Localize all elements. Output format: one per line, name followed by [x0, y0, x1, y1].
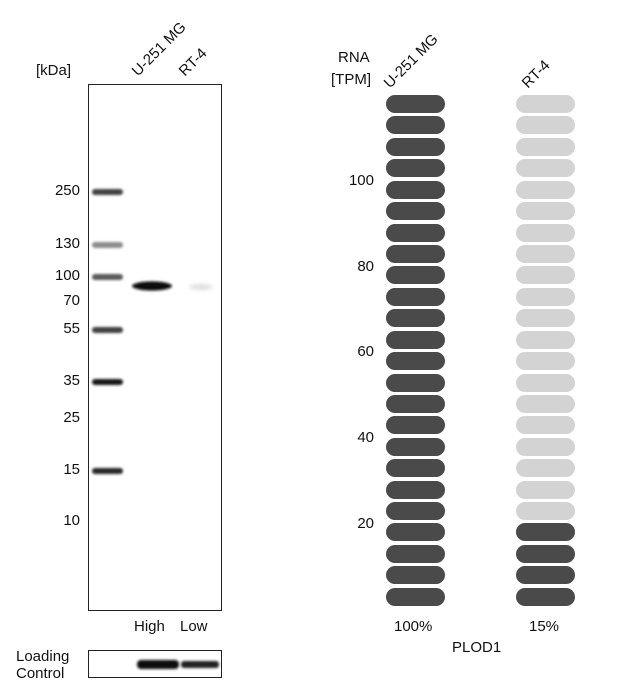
rna-segment-u251mg-11 [386, 373, 445, 392]
rna-segment-rt4-4 [516, 523, 575, 542]
rna-segment-rt4-8 [516, 437, 575, 456]
marker-label-15: 15 [63, 461, 80, 478]
rna-segment-rt4-14 [516, 309, 575, 328]
sample-band-u251mg [132, 281, 172, 291]
loading-control-panel [88, 650, 222, 678]
rna-segment-u251mg-7 [386, 459, 445, 478]
gene-name: PLOD1 [452, 639, 502, 656]
value-label-rt4: 15% [529, 618, 560, 635]
rna-axis-title-line1: RNA [338, 49, 370, 66]
rna-axis-title-line2: [TPM] [331, 71, 371, 88]
rna-segment-u251mg-9 [386, 416, 445, 435]
marker-label-70: 70 [63, 292, 80, 309]
rna-segment-rt4-11 [516, 373, 575, 392]
rna-segment-u251mg-2 [386, 566, 445, 585]
ladder-band-250 [92, 189, 123, 195]
rna-segment-rt4-7 [516, 459, 575, 478]
loading-band-rt4 [181, 661, 219, 668]
marker-label-35: 35 [63, 372, 80, 389]
rna-segment-rt4-2 [516, 566, 575, 585]
rna-segment-u251mg-8 [386, 437, 445, 456]
loading-control-label-line1: Loading [16, 648, 70, 665]
blot-image [92, 189, 213, 474]
marker-label-100: 100 [54, 267, 80, 284]
rna-segment-rt4-10 [516, 394, 575, 413]
rna-tick-80: 80 [357, 258, 374, 275]
lane-level-low: Low [180, 618, 208, 635]
rna-segment-rt4-19 [516, 202, 575, 221]
rna-column-header-rt4: RT-4 [518, 56, 554, 92]
rna-segment-rt4-21 [516, 159, 575, 178]
rna-segment-u251mg-12 [386, 352, 445, 370]
rna-tick-20: 20 [357, 515, 374, 532]
value-label-u251mg: 100% [394, 618, 433, 635]
rna-segment-u251mg-13 [386, 330, 445, 349]
rna-tick-60: 60 [357, 343, 374, 360]
rna-segment-u251mg-22 [386, 137, 445, 156]
marker-label-55: 55 [63, 320, 80, 337]
marker-label-250: 250 [54, 182, 80, 199]
rna-segment-u251mg-24 [386, 95, 445, 113]
rna-segment-u251mg-10 [386, 394, 445, 413]
blot-panel [88, 84, 222, 611]
rna-segment-rt4-6 [516, 480, 575, 499]
rna-segment-u251mg-6 [386, 480, 445, 499]
ladder-band-100 [92, 274, 123, 280]
ladder-band-130 [92, 242, 123, 248]
rna-segment-rt4-5 [516, 502, 575, 520]
lane-level-high: High [134, 618, 165, 635]
marker-ladder [92, 189, 123, 474]
loading-band-u251mg [137, 660, 179, 669]
rna-segment-rt4-18 [516, 223, 575, 242]
rna-segment-u251mg-15 [386, 287, 445, 306]
marker-label-10: 10 [63, 512, 80, 529]
rna-segment-rt4-17 [516, 244, 575, 263]
rna-segment-rt4-16 [516, 266, 575, 285]
rna-segment-u251mg-4 [386, 523, 445, 542]
rna-segment-u251mg-17 [386, 244, 445, 263]
rna-segment-u251mg-16 [386, 266, 445, 285]
ladder-band-15 [92, 468, 123, 474]
sample-band-rt4 [189, 284, 213, 290]
rna-segment-u251mg-23 [386, 116, 445, 135]
rna-column-header-u251mg: U-251 MG [380, 30, 442, 92]
rna-segment-u251mg-5 [386, 502, 445, 520]
rna-segment-rt4-3 [516, 544, 575, 563]
rna-segment-u251mg-19 [386, 202, 445, 221]
kda-unit-label: [kDa] [36, 62, 72, 79]
rna-segment-rt4-15 [516, 287, 575, 306]
rna-segment-u251mg-18 [386, 223, 445, 242]
loading-control-label-line2: Control [16, 665, 65, 682]
rna-segment-u251mg-20 [386, 180, 445, 199]
rna-segment-rt4-1 [516, 587, 575, 606]
rna-segment-rt4-24 [516, 95, 575, 113]
rna-segment-u251mg-21 [386, 159, 445, 178]
rna-segment-rt4-20 [516, 180, 575, 199]
rna-segment-u251mg-1 [386, 587, 445, 606]
rna-segment-u251mg-14 [386, 309, 445, 328]
marker-label-25: 25 [63, 409, 80, 426]
ladder-band-35 [92, 379, 123, 385]
ladder-band-55 [92, 327, 123, 333]
rna-segment-u251mg-3 [386, 544, 445, 563]
marker-label-130: 130 [54, 235, 80, 252]
rna-segment-rt4-12 [516, 352, 575, 370]
rna-tick-40: 40 [357, 429, 374, 446]
rna-segment-rt4-13 [516, 330, 575, 349]
rna-segment-rt4-23 [516, 116, 575, 135]
rna-segment-rt4-9 [516, 416, 575, 435]
rna-segment-rt4-22 [516, 137, 575, 156]
rna-tick-100: 100 [348, 172, 374, 189]
lane-header-rt4: RT-4 [175, 44, 211, 80]
